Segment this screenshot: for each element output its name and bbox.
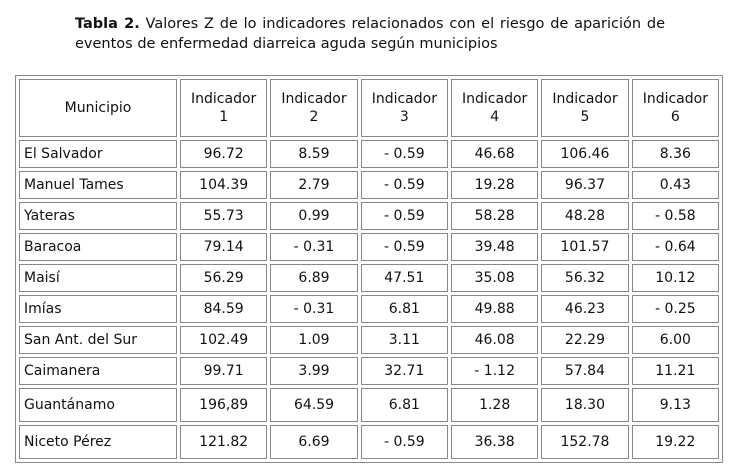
value-cell: 19.28 — [450, 171, 539, 199]
table-row: Yateras 55.73 0.99- 0.59 58.28 48.28- 0.58 — [19, 202, 719, 230]
value-cell: 46.68 — [450, 140, 539, 168]
table-row: Caimanera 99.71 3.99 32.71- 1.12 57.84 11.21 — [19, 357, 719, 385]
value-cell: 32.71 — [360, 357, 448, 385]
value-cell: - 0.59 — [360, 233, 448, 261]
value-cell: - 0.31 — [270, 233, 358, 261]
value-cell: 11.21 — [631, 357, 719, 385]
value-cell: 84.59 — [180, 295, 268, 323]
value-cell: 96.72 — [180, 140, 268, 168]
value-cell: 57.84 — [541, 357, 629, 385]
value-cell: 196,89 — [180, 388, 268, 422]
value-cell: 96.37 — [541, 171, 629, 199]
header-row: Municipio Indicador 1 Indicador 2 Indicador… — [19, 79, 719, 137]
value-cell: 101.57 — [541, 233, 629, 261]
municipality-cell: Imías — [19, 295, 177, 323]
value-cell: 9.13 — [631, 388, 719, 422]
value-cell: - 1.12 — [450, 357, 539, 385]
value-cell: 49.88 — [450, 295, 539, 323]
value-cell: 46.23 — [541, 295, 629, 323]
table-row: Niceto Pérez 121.82 6.69- 0.59 36.38 152.78 1… — [19, 425, 719, 459]
value-cell: 2.79 — [270, 171, 358, 199]
value-cell: 64.59 — [270, 388, 358, 422]
value-cell: 10.12 — [631, 264, 719, 292]
municipality-cell: Baracoa — [19, 233, 177, 261]
value-cell: 6.81 — [360, 388, 448, 422]
municipality-cell: El Salvador — [19, 140, 177, 168]
column-header: Indicador 4 — [450, 79, 539, 137]
value-cell: 0.99 — [270, 202, 358, 230]
value-cell: 8.36 — [631, 140, 719, 168]
municipality-cell: Yateras — [19, 202, 177, 230]
municipality-cell: San Ant. del Sur — [19, 326, 177, 354]
value-cell: - 0.58 — [631, 202, 719, 230]
value-cell: 104.39 — [180, 171, 268, 199]
value-cell: 6.89 — [270, 264, 358, 292]
column-header: Municipio — [19, 79, 177, 137]
table-row: Manuel Tames 104.39 2.79- 0.59 19.28 96.37 0.… — [19, 171, 719, 199]
value-cell: 106.46 — [541, 140, 629, 168]
value-cell: 19.22 — [631, 425, 719, 459]
value-cell: 36.38 — [450, 425, 539, 459]
value-cell: 35.08 — [450, 264, 539, 292]
value-cell: 47.51 — [360, 264, 448, 292]
municipality-cell: Maisí — [19, 264, 177, 292]
municipality-cell: Niceto Pérez — [19, 425, 177, 459]
column-header: Indicador 2 — [270, 79, 358, 137]
value-cell: 8.59 — [270, 140, 358, 168]
value-cell: 102.49 — [180, 326, 268, 354]
value-cell: 152.78 — [541, 425, 629, 459]
value-cell: - 0.59 — [360, 202, 448, 230]
value-cell: 39.48 — [450, 233, 539, 261]
value-cell: 99.71 — [180, 357, 268, 385]
table-row: Baracoa 79.14- 0.31- 0.59 39.48 101.57- 0.6… — [19, 233, 719, 261]
value-cell: 48.28 — [541, 202, 629, 230]
municipality-cell: Manuel Tames — [19, 171, 177, 199]
value-cell: 79.14 — [180, 233, 268, 261]
table-row: San Ant. del Sur 102.49 1.09 3.11 46.08 22.29… — [19, 326, 719, 354]
table-caption: Tabla 2. Valores Z de lo indicadores rel… — [75, 14, 665, 54]
table-body: El Salvador 96.72 8.59- 0.59 46.68 106.46 8.3… — [19, 140, 719, 459]
value-cell: 46.08 — [450, 326, 539, 354]
value-cell: - 0.59 — [360, 140, 448, 168]
value-cell: 56.32 — [541, 264, 629, 292]
caption-label: Tabla 2. — [75, 16, 140, 32]
value-cell: - 0.59 — [360, 425, 448, 459]
column-header: Indicador 6 — [631, 79, 719, 137]
municipality-cell: Guantánamo — [19, 388, 177, 422]
table-row: Imías 84.59- 0.31 6.81 49.88 46.23- 0.25 — [19, 295, 719, 323]
value-cell: 121.82 — [180, 425, 268, 459]
table-row: Maisí 56.29 6.89 47.51 35.08 56.32 10.12 — [19, 264, 719, 292]
value-cell: 3.11 — [360, 326, 448, 354]
value-cell: - 0.59 — [360, 171, 448, 199]
data-table: Municipio Indicador 1 Indicador 2 Indicador… — [15, 75, 723, 463]
column-header: Indicador 5 — [541, 79, 629, 137]
municipality-cell: Caimanera — [19, 357, 177, 385]
caption-text: Valores Z de lo indicadores relacionados… — [75, 16, 666, 52]
table-row: El Salvador 96.72 8.59- 0.59 46.68 106.46 8.3… — [19, 140, 719, 168]
value-cell: 3.99 — [270, 357, 358, 385]
value-cell: - 0.31 — [270, 295, 358, 323]
value-cell: - 0.64 — [631, 233, 719, 261]
value-cell: 22.29 — [541, 326, 629, 354]
value-cell: 56.29 — [180, 264, 268, 292]
value-cell: - 0.25 — [631, 295, 719, 323]
value-cell: 6.00 — [631, 326, 719, 354]
value-cell: 58.28 — [450, 202, 539, 230]
value-cell: 1.09 — [270, 326, 358, 354]
column-header: Indicador 3 — [360, 79, 448, 137]
column-header: Indicador 1 — [180, 79, 268, 137]
value-cell: 6.81 — [360, 295, 448, 323]
value-cell: 18.30 — [541, 388, 629, 422]
value-cell: 1.28 — [450, 388, 539, 422]
value-cell: 55.73 — [180, 202, 268, 230]
value-cell: 6.69 — [270, 425, 358, 459]
table-row: Guantánamo 196,89 64.59 6.81 1.28 18.30 9.13 — [19, 388, 719, 422]
value-cell: 0.43 — [631, 171, 719, 199]
